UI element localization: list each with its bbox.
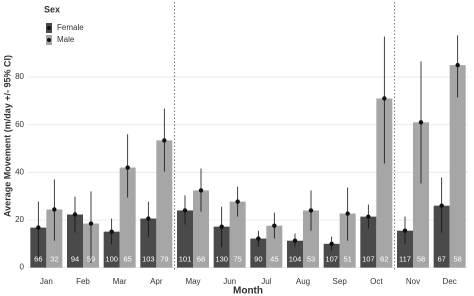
mean-point: [219, 224, 224, 229]
x-tick-label: Jun: [223, 277, 236, 286]
count-label: 45: [270, 255, 278, 264]
mean-point: [109, 229, 114, 234]
bar: [397, 230, 413, 268]
bar: [303, 210, 319, 268]
count-label: 107: [362, 255, 375, 264]
y-axis-title: Average Movement (m/day +/- 95% CI): [2, 55, 12, 217]
x-tick-label: Nov: [406, 277, 420, 286]
mean-point: [292, 238, 298, 243]
mean-point: [162, 138, 167, 143]
x-tick-label: Sep: [333, 277, 348, 286]
mean-point: [272, 223, 277, 228]
x-tick-label: Jul: [261, 277, 271, 286]
mean-point: [366, 214, 371, 219]
count-label: 101: [179, 255, 192, 264]
bar: [67, 214, 83, 268]
x-tick-label: Apr: [150, 277, 163, 286]
count-label: 59: [87, 255, 95, 264]
count-label: 62: [380, 255, 388, 264]
bar: [413, 122, 429, 268]
bar: [287, 240, 303, 268]
count-label: 79: [160, 255, 168, 264]
x-axis-title: Month: [233, 286, 263, 296]
count-label: 53: [307, 255, 315, 264]
x-tick-label: Jan: [40, 277, 53, 286]
legend-point: [47, 26, 51, 30]
bar: [433, 205, 450, 268]
y-tick-label: 20: [15, 215, 24, 224]
mean-point: [402, 228, 408, 233]
bar: [250, 238, 267, 268]
x-tick-label: May: [185, 277, 200, 286]
mean-point: [329, 241, 334, 246]
bar: [360, 216, 377, 268]
x-tick-label: Mar: [113, 277, 127, 286]
mean-point: [345, 211, 350, 216]
legend-label: Male: [57, 35, 75, 44]
count-label: 68: [197, 255, 205, 264]
count-label: 100: [105, 255, 118, 264]
mean-point: [382, 96, 387, 101]
mean-point: [88, 221, 94, 226]
legend-point: [47, 38, 51, 42]
legend-label: Female: [57, 23, 84, 32]
bar: [193, 190, 209, 268]
x-tick-label: Oct: [370, 277, 383, 286]
mean-point: [235, 199, 240, 204]
y-tick-label: 60: [15, 120, 24, 129]
count-label: 103: [142, 255, 155, 264]
mean-point: [418, 120, 424, 125]
bar: [140, 218, 157, 268]
mean-point: [308, 208, 314, 213]
mean-point: [125, 165, 130, 170]
bar: [119, 167, 136, 268]
bar: [177, 210, 193, 268]
count-label: 65: [123, 255, 131, 264]
count-label: 94: [71, 255, 79, 264]
y-tick-label: 40: [15, 167, 24, 176]
count-label: 75: [233, 255, 241, 264]
bar: [103, 231, 120, 268]
legend-title: Sex: [44, 4, 60, 14]
count-label: 32: [50, 255, 58, 264]
count-label: 130: [215, 255, 228, 264]
mean-point: [439, 203, 444, 208]
bar: [156, 140, 173, 268]
x-tick-label: Feb: [76, 277, 90, 286]
mean-point: [146, 216, 151, 221]
count-label: 66: [34, 255, 42, 264]
x-tick-label: Aug: [296, 277, 310, 286]
y-tick-label: 80: [15, 72, 24, 81]
bar: [449, 65, 466, 268]
mean-point: [72, 212, 78, 217]
count-label: 107: [325, 255, 338, 264]
bar: [323, 243, 340, 268]
x-tick-label: Dec: [443, 277, 457, 286]
count-label: 117: [399, 255, 411, 264]
bar: [376, 98, 393, 268]
count-label: 104: [289, 255, 302, 264]
y-tick-label: 0: [20, 263, 25, 272]
mean-point: [455, 62, 460, 68]
count-label: 58: [417, 255, 425, 264]
count-label: 90: [254, 255, 262, 264]
count-label: 67: [437, 255, 445, 264]
bar: [266, 225, 283, 268]
count-label: 51: [343, 255, 351, 264]
bar: [229, 201, 246, 268]
mean-point: [256, 236, 261, 241]
mean-point: [182, 208, 188, 213]
mean-point: [52, 207, 57, 212]
count-label: 58: [453, 255, 461, 264]
mean-point: [36, 225, 41, 230]
mean-point: [198, 188, 204, 193]
